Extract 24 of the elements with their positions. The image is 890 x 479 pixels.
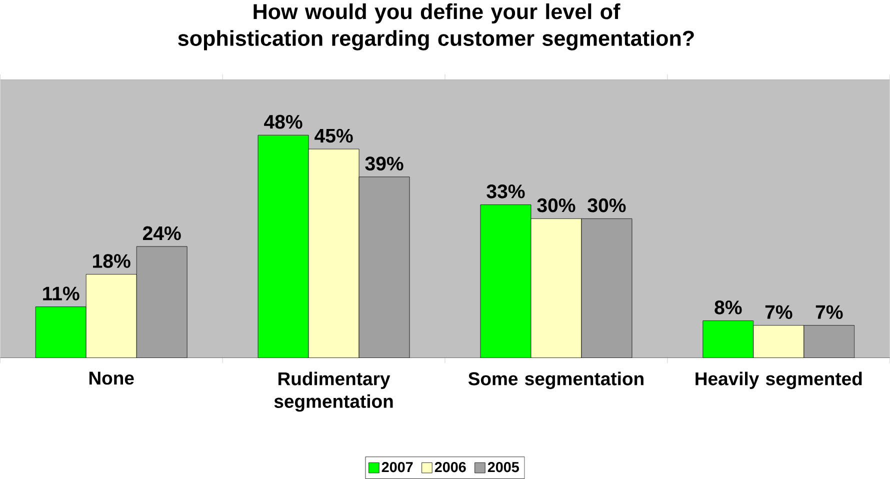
bar [480, 204, 531, 358]
data-label: 48% [264, 114, 302, 129]
chart-title: How would you define your level of sophistication regarding customer segmentation? [178, 3, 694, 50]
data-label: 11% [43, 286, 80, 300]
data-label: 7% [816, 305, 843, 319]
x-tick-label: Rudimentary segmentation [274, 372, 393, 412]
data-label: 7% [765, 305, 792, 319]
data-label: 30% [537, 198, 576, 212]
x-tick-label: Heavily segmented [696, 372, 862, 390]
data-label: 33% [486, 184, 525, 198]
data-label: 24% [142, 226, 181, 240]
data-label: 30% [588, 198, 626, 212]
bar [36, 306, 86, 358]
data-label: 39% [365, 156, 404, 171]
data-label: 18% [93, 254, 130, 268]
data-label: 45% [314, 128, 353, 143]
data-label: 8% [714, 300, 742, 314]
legend-label: 2005 [488, 462, 519, 472]
bar [702, 320, 754, 358]
x-tick-label: Some segmentation [468, 372, 644, 390]
legend-label: 2007 [382, 462, 413, 472]
x-tick-label: None [89, 372, 134, 385]
legend-label: 2006 [434, 462, 466, 472]
bar [258, 135, 309, 358]
